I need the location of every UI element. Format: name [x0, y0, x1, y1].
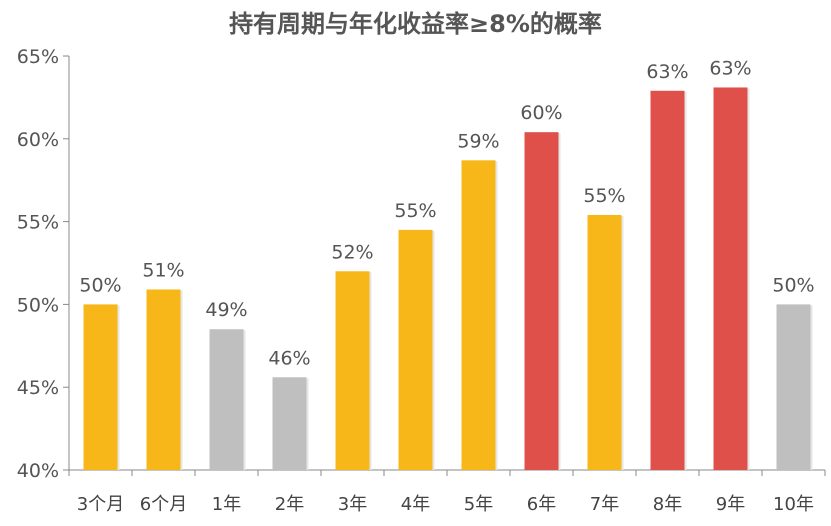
x-tick-label: 3年 — [338, 494, 367, 515]
x-tick-label: 9年 — [716, 494, 745, 515]
bar — [335, 271, 370, 470]
x-tick-label: 5年 — [464, 494, 493, 515]
y-tick-label: 55% — [17, 212, 59, 234]
x-tick-label: 1年 — [212, 494, 241, 515]
data-label: 51% — [142, 259, 184, 281]
y-tick-label: 50% — [17, 294, 59, 316]
y-tick-label: 65% — [17, 46, 59, 68]
x-tick-label: 4年 — [401, 494, 430, 515]
bar — [461, 160, 496, 470]
y-tick-label: 60% — [17, 129, 59, 151]
data-label: 46% — [268, 347, 310, 369]
bar — [146, 289, 181, 470]
data-label: 63% — [646, 61, 688, 83]
bar — [83, 304, 118, 470]
data-label: 60% — [520, 102, 562, 124]
bar — [209, 329, 244, 470]
data-label: 55% — [394, 200, 436, 222]
data-label: 55% — [583, 185, 625, 207]
data-label: 59% — [457, 130, 499, 152]
bar — [713, 87, 748, 471]
data-label: 50% — [79, 274, 121, 296]
data-label: 49% — [205, 299, 247, 321]
x-tick-label: 6年 — [527, 494, 556, 515]
y-tick-label: 45% — [17, 377, 59, 399]
bar — [524, 132, 559, 470]
chart-title: 持有周期与年化收益率≥8%的概率 — [229, 10, 602, 38]
data-label: 63% — [709, 57, 751, 79]
x-tick-label: 3个月 — [77, 494, 124, 515]
x-tick-label: 8年 — [653, 494, 682, 515]
x-tick-label: 6个月 — [140, 494, 187, 515]
bar — [776, 304, 811, 470]
x-tick-label: 2年 — [275, 494, 304, 515]
y-tick-label: 40% — [17, 460, 59, 482]
x-tick-label: 7年 — [590, 494, 619, 515]
data-label: 52% — [331, 241, 373, 263]
bar — [650, 90, 685, 470]
bar — [272, 377, 307, 470]
data-label: 50% — [772, 274, 814, 296]
x-tick-label: 10年 — [773, 494, 814, 515]
bar — [587, 214, 622, 470]
bar — [398, 229, 433, 470]
